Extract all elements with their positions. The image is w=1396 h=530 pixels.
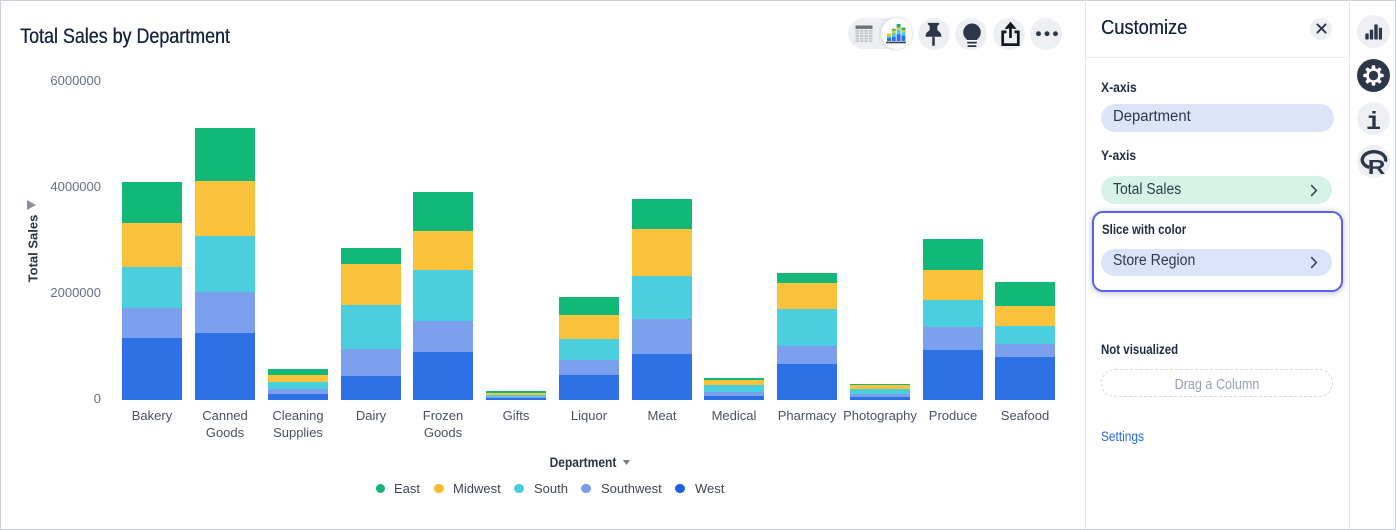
- svg-text:R: R: [1368, 156, 1386, 178]
